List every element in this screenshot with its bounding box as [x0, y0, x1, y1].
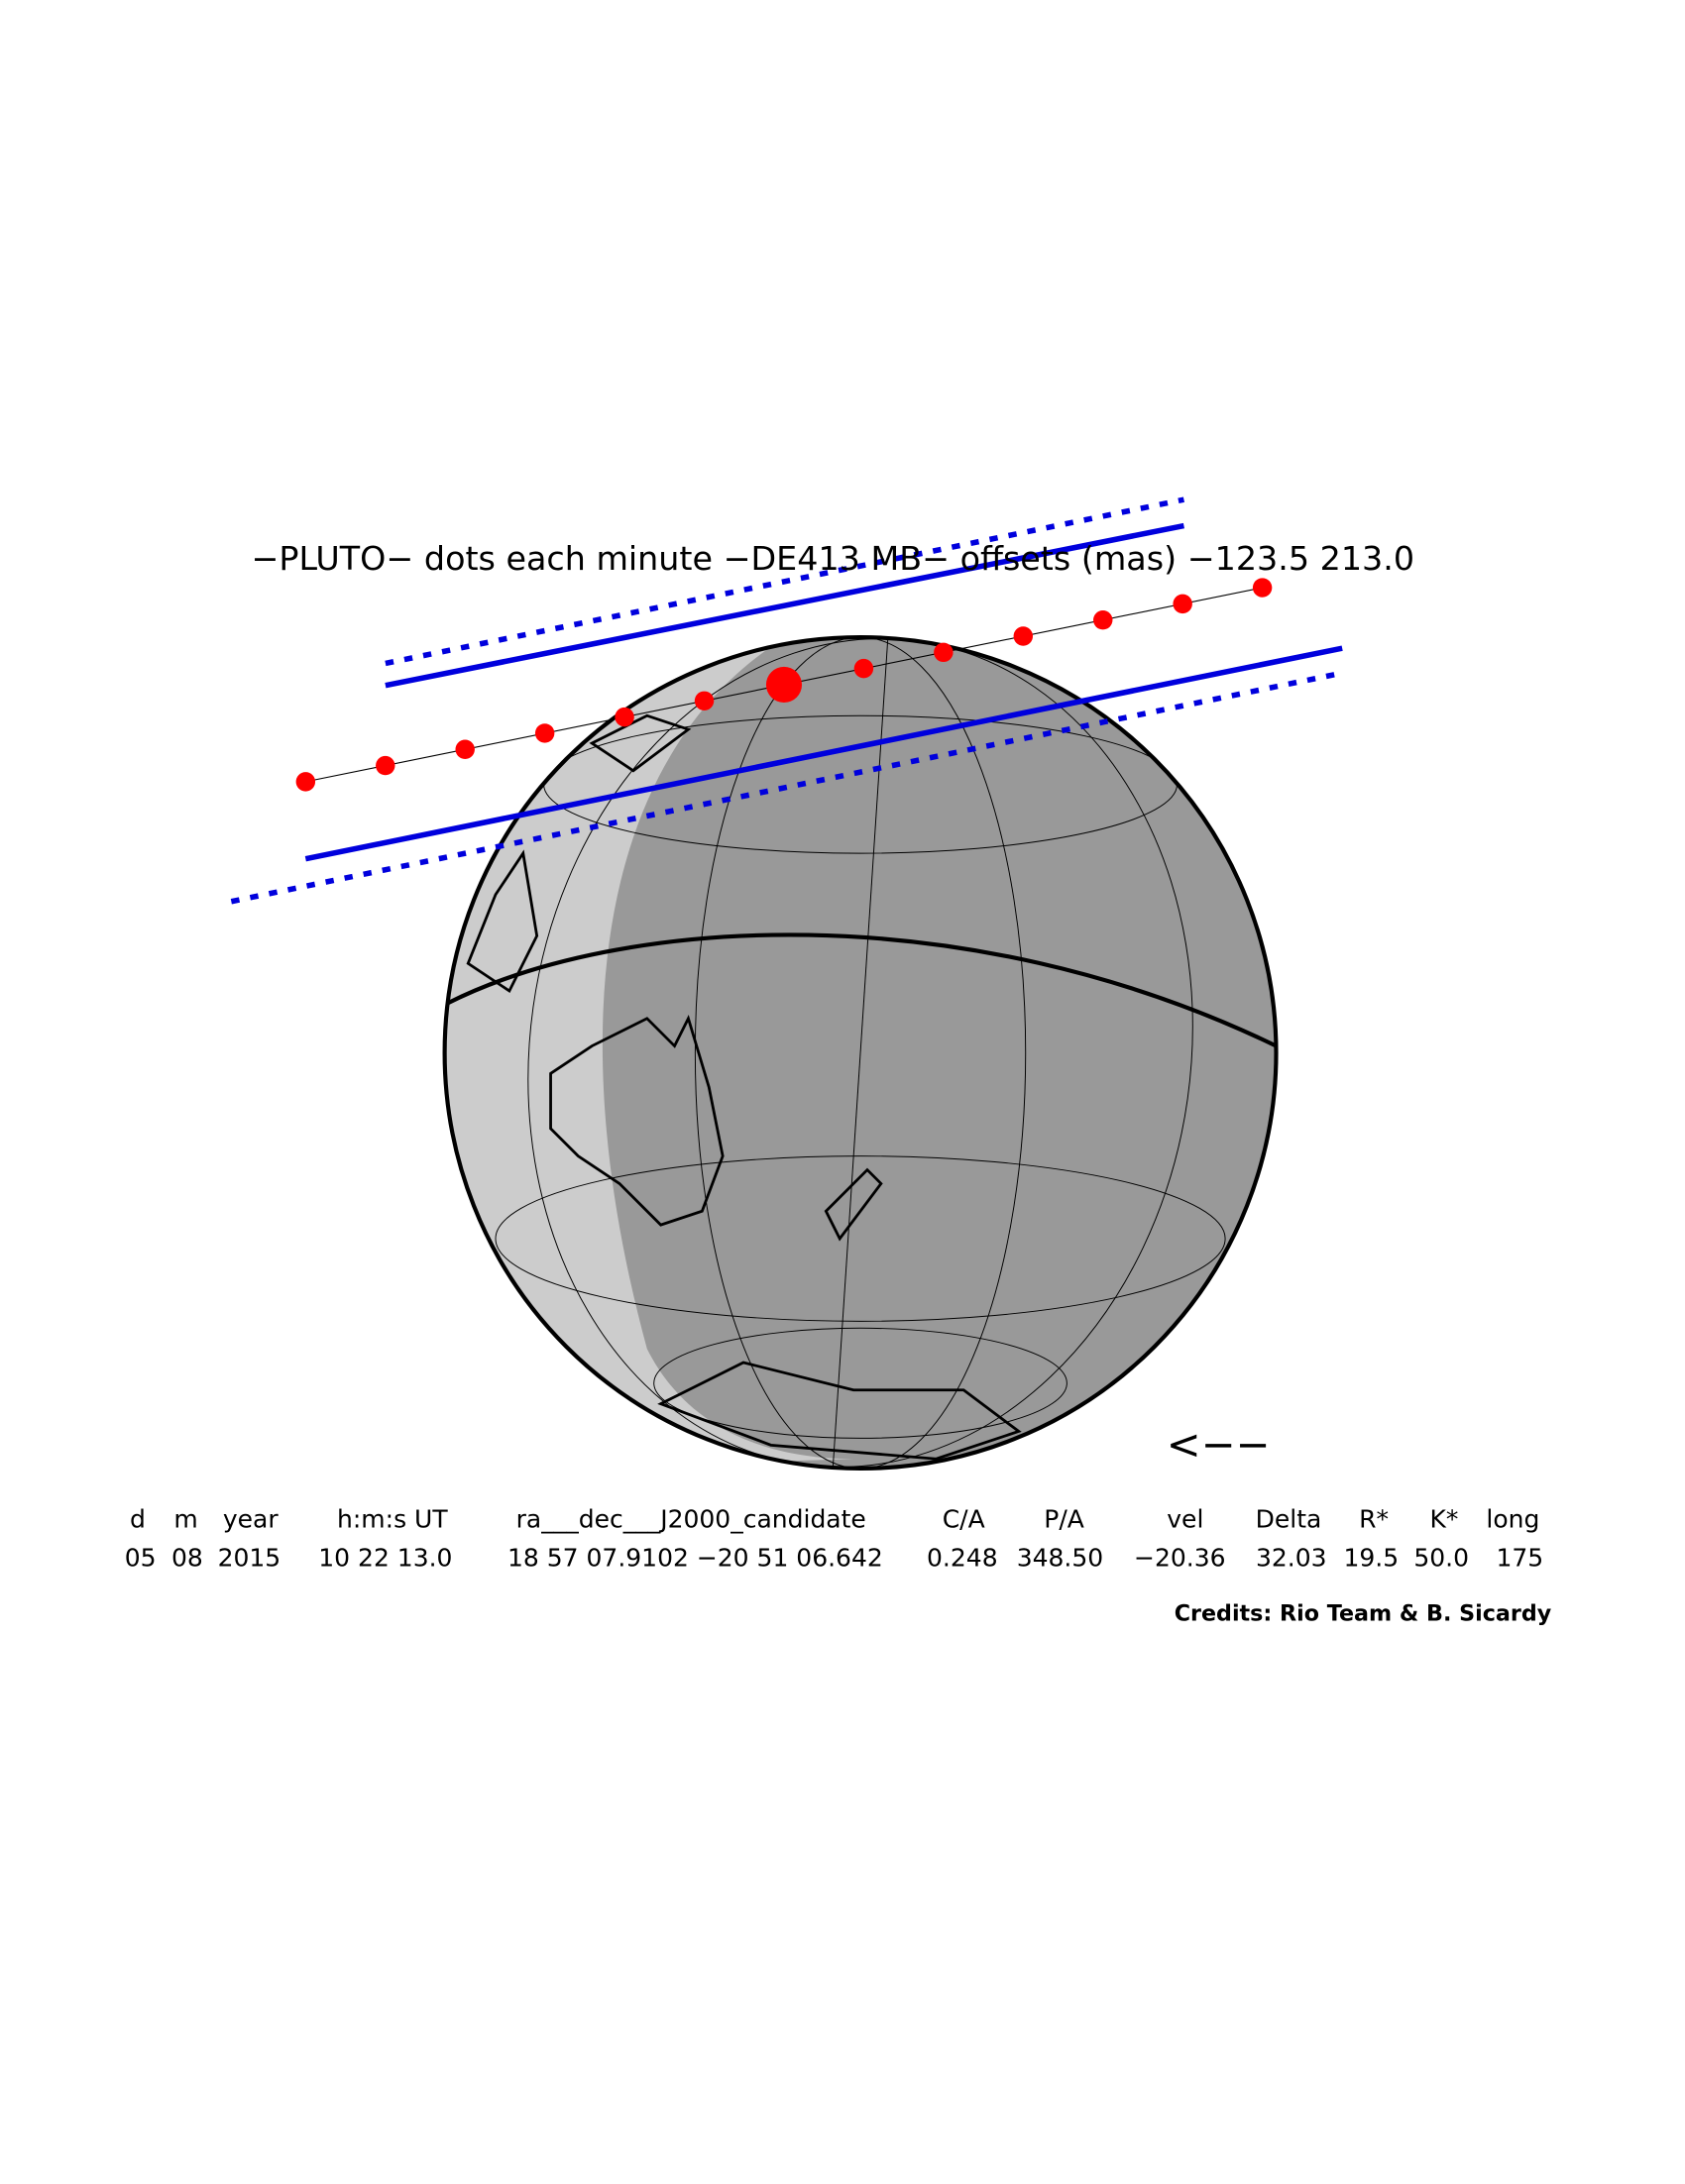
minute-dot: [455, 739, 475, 759]
column-header: long: [1486, 1505, 1539, 1534]
column-value: 50.0: [1413, 1544, 1469, 1573]
direction-arrow: <−−: [1167, 1420, 1271, 1469]
minute-dot: [1013, 626, 1034, 646]
column-value: 348.50: [1017, 1544, 1103, 1573]
column-value: 18 57 07.9102 −20 51 06.642: [507, 1544, 883, 1573]
north-limit-error: [385, 496, 1185, 667]
column-header: Delta: [1256, 1505, 1322, 1534]
coastlines: [466, 713, 1022, 1461]
column-value: 10 22 13.0: [318, 1544, 452, 1573]
credits: Credits: Rio Team & B. Sicardy: [1175, 1601, 1552, 1627]
column-header: year: [223, 1505, 279, 1534]
column-header: K*: [1429, 1505, 1458, 1534]
column-value: 0.248: [927, 1544, 998, 1573]
column-value: −20.36: [1134, 1544, 1226, 1573]
south-limit: [304, 645, 1343, 862]
column-value: 08: [171, 1544, 203, 1573]
minute-dot: [534, 723, 555, 743]
column-value: 2015: [218, 1544, 281, 1573]
ephemeris-table: d m year h:m:s UT ra___dec___J2000_candidate…: [125, 1505, 1543, 1573]
closest-approach-dot: [765, 666, 803, 704]
column-header: h:m:s UT: [337, 1505, 448, 1534]
centerline: [295, 578, 1273, 792]
north-limit: [385, 522, 1184, 689]
minute-dot: [1093, 609, 1113, 630]
column-header: ra___dec___J2000_candidate: [516, 1505, 866, 1534]
minute-dot: [853, 658, 874, 679]
minute-dot: [376, 755, 395, 776]
column-value: 05: [125, 1544, 157, 1573]
equator: [444, 932, 1277, 1048]
globe-outline: [442, 634, 1279, 1472]
south-limit-error: [230, 670, 1343, 905]
minute-dot: [615, 707, 634, 727]
globe: [442, 634, 1279, 1472]
column-value: 19.5: [1343, 1544, 1399, 1573]
column-header: C/A: [943, 1505, 985, 1534]
column-header: vel: [1167, 1505, 1203, 1534]
minute-dot: [1252, 578, 1273, 598]
column-header: d: [130, 1505, 146, 1534]
minute-dot: [1173, 594, 1192, 614]
column-value: 32.03: [1256, 1544, 1327, 1573]
column-header: P/A: [1044, 1505, 1084, 1534]
minute-dot: [295, 772, 316, 792]
minute-dot: [694, 691, 715, 711]
shadow-limits: [230, 496, 1343, 905]
column-value: 175: [1496, 1544, 1543, 1573]
column-header: m: [173, 1505, 197, 1534]
column-header: R*: [1359, 1505, 1389, 1534]
minute-dot: [934, 642, 954, 663]
map-title: −PLUTO− dots each minute −DE413 MB− offs…: [251, 539, 1414, 578]
twilight-zone: [444, 637, 854, 1469]
